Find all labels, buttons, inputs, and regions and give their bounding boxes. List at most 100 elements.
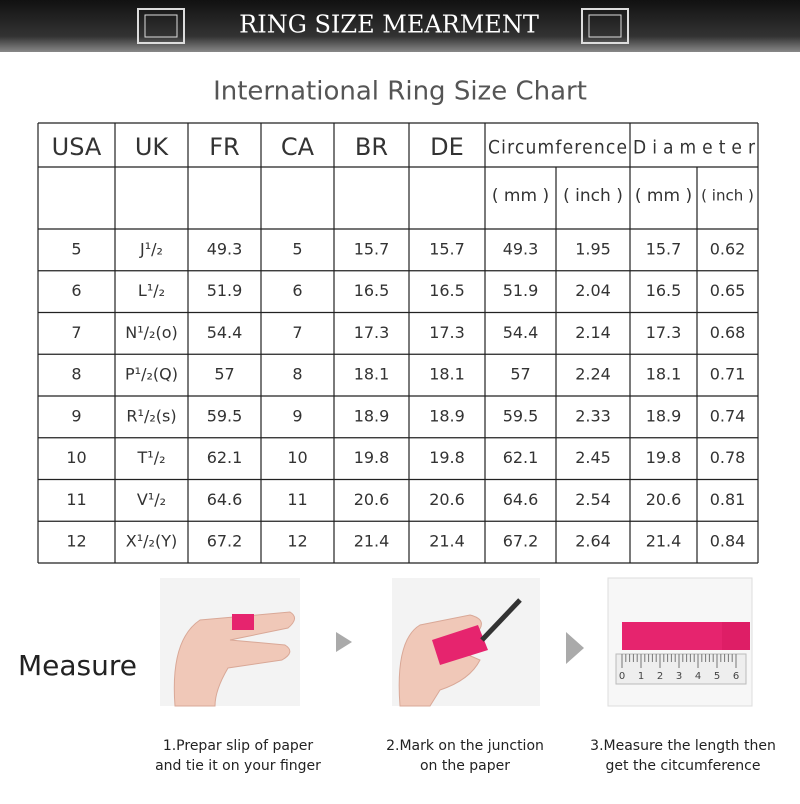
table-cell: 18.1 <box>646 365 682 384</box>
step-image <box>392 578 540 707</box>
chart-title: International Ring Size Chart <box>213 77 587 107</box>
table-cell: 0.78 <box>710 448 746 467</box>
table-cell: 0.84 <box>710 532 746 551</box>
table-cell: 0.62 <box>710 239 746 258</box>
step-image: 0 1 2 3 4 5 6 <box>607 577 753 707</box>
table-cell: 19.8 <box>429 448 465 467</box>
table-cell: 2.45 <box>575 448 611 467</box>
table-cell: 15.7 <box>354 239 390 258</box>
table-cell: 16.5 <box>646 281 682 300</box>
table-cell: 1.95 <box>575 239 611 258</box>
table-cell: 18.1 <box>429 365 465 384</box>
table-cell: R¹/₂(s) <box>126 406 176 425</box>
steps: 1.Prepar slip of paper and tie it on your… <box>155 738 776 774</box>
table-cell: 51.9 <box>503 281 539 300</box>
table-cell: 17.3 <box>354 323 390 342</box>
table-cell: 51.9 <box>207 281 243 300</box>
step-text: 1.Prepar slip of paper <box>163 738 314 754</box>
header-bar <box>0 0 800 52</box>
table-cell: 0.74 <box>710 406 746 425</box>
step-text: get the citcumference <box>606 758 761 774</box>
table-cell: 2.33 <box>575 406 611 425</box>
table-cell: 19.8 <box>646 448 682 467</box>
table-cell: 11 <box>287 490 307 509</box>
table-cell: 15.7 <box>429 239 465 258</box>
unit-header: ( inch ) <box>701 187 754 205</box>
size-table: USA UK FR CA BR DE Circumference Diameter ( mm )… <box>37 122 759 564</box>
header-deco <box>588 14 622 38</box>
table-cell: 10 <box>287 448 307 467</box>
table-cell: 67.2 <box>503 532 539 551</box>
table-cell: 64.6 <box>207 490 243 509</box>
ruler-label: 0 <box>619 671 625 682</box>
table-cell: 11 <box>66 490 86 509</box>
table-cell: 8 <box>292 365 302 384</box>
table-cell: 6 <box>71 281 81 300</box>
table-cell: V¹/₂ <box>137 490 166 509</box>
step-text: and tie it on your finger <box>155 758 321 774</box>
table-cell: 16.5 <box>429 281 465 300</box>
unit-header: ( mm ) <box>635 186 692 206</box>
ruler-label: 3 <box>676 671 682 682</box>
ruler-label: 5 <box>714 671 720 682</box>
header-title: RING SIZE MEARMENT <box>239 11 539 39</box>
table-cell: 0.81 <box>710 490 746 509</box>
table-cell: 6 <box>292 281 302 300</box>
measure-label: Measure <box>18 649 137 682</box>
ruler-label: 4 <box>695 671 701 682</box>
step-text: on the paper <box>420 758 510 774</box>
table-cell: 18.9 <box>354 406 390 425</box>
arrow <box>336 632 584 664</box>
column-header: UK <box>135 133 170 161</box>
ruler: 0 1 2 3 4 5 6 <box>619 654 739 682</box>
table-cell: 19.8 <box>354 448 390 467</box>
column-header: FR <box>209 133 239 161</box>
column-header: BR <box>355 133 388 161</box>
table-cell: 17.3 <box>646 323 682 342</box>
table-cell: J¹/₂ <box>139 239 163 258</box>
table-cell: 2.54 <box>575 490 611 509</box>
table-cell: 49.3 <box>207 239 243 258</box>
ruler-label: 6 <box>733 671 739 682</box>
step-text: 2.Mark on the junction <box>386 738 544 754</box>
table-cell: 62.1 <box>503 448 539 467</box>
table-cell: 59.5 <box>503 406 539 425</box>
column-header: USA <box>52 133 102 161</box>
table-cell: T¹/₂ <box>137 448 166 467</box>
table-cell: 5 <box>71 239 81 258</box>
table-cell: 18.9 <box>429 406 465 425</box>
table-cell: 57 <box>510 365 530 384</box>
table-cell: 21.4 <box>429 532 465 551</box>
header-deco <box>581 8 629 44</box>
table-cell: L¹/₂ <box>138 281 165 300</box>
table-cell: 21.4 <box>354 532 390 551</box>
table-cell: 20.6 <box>429 490 465 509</box>
table-cell: 16.5 <box>354 281 390 300</box>
table-cell: 59.5 <box>207 406 243 425</box>
table-cell: 8 <box>71 365 81 384</box>
unit-header: ( mm ) <box>492 186 549 206</box>
table-cell: 7 <box>71 323 81 342</box>
step-image <box>160 578 300 707</box>
table-cell: 54.4 <box>207 323 243 342</box>
table-cell: 2.14 <box>575 323 611 342</box>
step-text: 3.Measure the length then <box>590 738 776 754</box>
table-cell: 17.3 <box>429 323 465 342</box>
table-cell: N¹/₂(o) <box>125 323 177 342</box>
table-cell: 15.7 <box>646 239 682 258</box>
table-cell: 0.71 <box>710 365 746 384</box>
table-cell: 2.04 <box>575 281 611 300</box>
column-header: CA <box>281 133 315 161</box>
header-deco <box>144 14 178 38</box>
table-cell: 20.6 <box>354 490 390 509</box>
ruler-label: 2 <box>657 671 663 682</box>
table-cell: 12 <box>66 532 86 551</box>
table-cell: 49.3 <box>503 239 539 258</box>
table-cell: 2.24 <box>575 365 611 384</box>
table-cell: X¹/₂(Y) <box>126 532 177 551</box>
table-cell: 57 <box>214 365 234 384</box>
table-cell: 64.6 <box>503 490 539 509</box>
table-cell: 7 <box>292 323 302 342</box>
table-cell: 2.64 <box>575 532 611 551</box>
